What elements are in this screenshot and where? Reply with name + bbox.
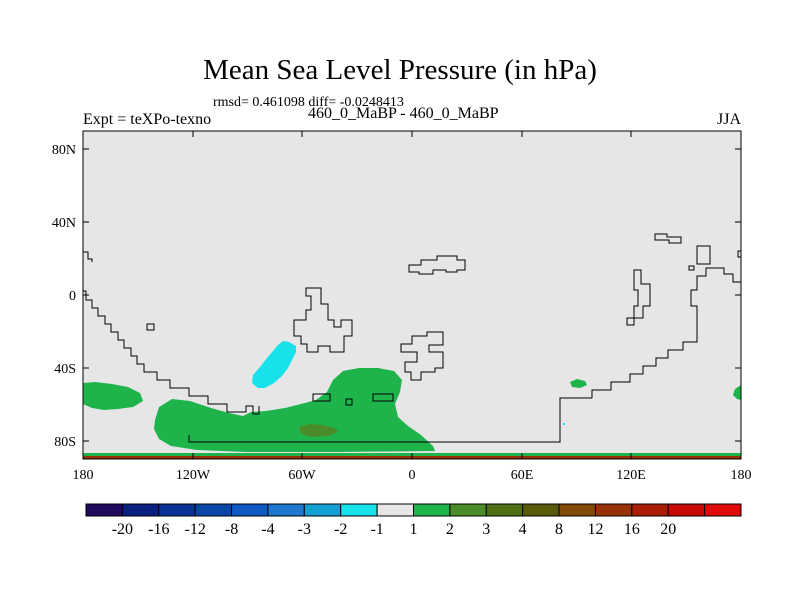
colorbar-swatch — [594, 503, 633, 517]
colorbar-swatch — [485, 503, 524, 517]
colorbar-swatch — [267, 503, 305, 517]
anomaly-cyan-speck — [563, 423, 565, 425]
colorbar-label: -4 — [261, 521, 274, 538]
colorbar-swatch — [121, 503, 160, 517]
experiment-label: Expt = teXPo-texno — [83, 111, 212, 128]
coastline-central-landmass — [293, 287, 353, 353]
map-title: Mean Sea Level Pressure (in hPa) — [203, 54, 597, 86]
lon-label-180e: 180 — [731, 468, 752, 483]
anomaly-green-antarctic — [154, 368, 435, 452]
coastline-small-southern-c — [345, 398, 353, 406]
colorbar-swatch — [231, 503, 269, 517]
coastline-northern-landmass — [408, 255, 466, 275]
coastline-eastern-chain — [591, 267, 741, 398]
coastline-small-southern-a — [312, 393, 331, 402]
colorbar-label: -12 — [185, 521, 206, 538]
colorbar-swatch — [158, 503, 196, 517]
anomaly-green-small-east — [570, 379, 587, 388]
anomaly-green-west-ocean — [83, 382, 143, 410]
colorbar-swatch — [449, 503, 487, 517]
coastline-antarctic-base — [188, 397, 592, 443]
anomaly-cyan-southamerica — [252, 341, 296, 388]
coastline-middle-island — [400, 331, 444, 381]
colorbar-label: -8 — [225, 521, 238, 538]
lat-label-80n: 80N — [52, 143, 76, 158]
lat-label-40n: 40N — [52, 216, 76, 231]
coastlines — [82, 233, 741, 443]
coastline-speck-a — [146, 323, 155, 331]
anomaly-darkgreen-core — [299, 424, 338, 437]
colorbar-label: 12 — [587, 521, 603, 538]
colorbar-swatch — [631, 503, 669, 517]
coastline-west-landmass — [82, 284, 260, 415]
lon-label-120w: 120W — [176, 468, 211, 483]
colorbar-swatch — [340, 503, 378, 517]
lon-tick-labels: 180 120W 60W 0 60E 120E 180 — [73, 468, 752, 483]
colorbar-label: 4 — [519, 521, 527, 538]
colorbar-swatch — [558, 503, 596, 517]
colorbar-swatch — [522, 503, 560, 517]
lat-label-0: 0 — [69, 289, 76, 304]
colorbar-label: -1 — [370, 521, 383, 538]
map-frame — [82, 130, 742, 460]
colorbar-label: 8 — [555, 521, 563, 538]
colorbar: -20 -16 -12 -8 -4 -3 -2 -1 1 2 3 4 8 12 16 20 — [85, 503, 742, 538]
coastline-speck-b — [626, 317, 635, 326]
colorbar-label: 16 — [624, 521, 640, 538]
coastline-northeast-b — [696, 245, 711, 265]
colorbar-swatch — [376, 503, 414, 517]
colorbar-swatch — [194, 503, 233, 517]
lon-label-0: 0 — [409, 468, 416, 483]
coastline-northeast-a — [654, 233, 682, 244]
colorbar-label: 2 — [446, 521, 454, 538]
lon-label-60w: 60W — [288, 468, 316, 483]
lon-label-120e: 120E — [616, 468, 646, 483]
coastline-speck-c — [688, 265, 695, 271]
season-label: JJA — [716, 111, 741, 128]
lat-label-40s: 40S — [54, 362, 76, 377]
colorbar-label: -3 — [298, 521, 311, 538]
colorbar-swatch — [413, 503, 451, 517]
coastline-east-island — [633, 269, 651, 319]
coastline-western-edge — [83, 251, 93, 262]
colorbar-label: -16 — [148, 521, 169, 538]
period-label: 460_0_MaBP - 460_0_MaBP — [308, 105, 499, 122]
stats-label: rmsd= 0.461098 diff= -0.0248413 — [213, 95, 404, 110]
colorbar-label: 20 — [660, 521, 676, 538]
map-panel: 80N 40N 0 40S 80S 180 120W 60W 0 60E 120… — [52, 130, 752, 483]
lat-ticks — [83, 148, 741, 442]
colorbar-swatch — [85, 503, 123, 517]
colorbar-label: -20 — [112, 521, 133, 538]
lon-label-180w: 180 — [73, 468, 94, 483]
colorbar-label: 1 — [410, 521, 418, 538]
colorbar-swatch — [704, 503, 742, 517]
coastline-east-edge — [737, 250, 741, 258]
colorbar-label: 3 — [482, 521, 490, 538]
coastline-small-southern-b — [372, 393, 394, 402]
anomaly-green-east-edge — [733, 385, 741, 400]
colorbar-label: -2 — [334, 521, 347, 538]
colorbar-swatch — [667, 503, 706, 517]
colorbar-swatch — [303, 503, 342, 517]
lon-label-60e: 60E — [511, 468, 534, 483]
lat-tick-labels: 80N 40N 0 40S 80S — [52, 143, 76, 450]
lat-label-80s: 80S — [54, 435, 76, 450]
